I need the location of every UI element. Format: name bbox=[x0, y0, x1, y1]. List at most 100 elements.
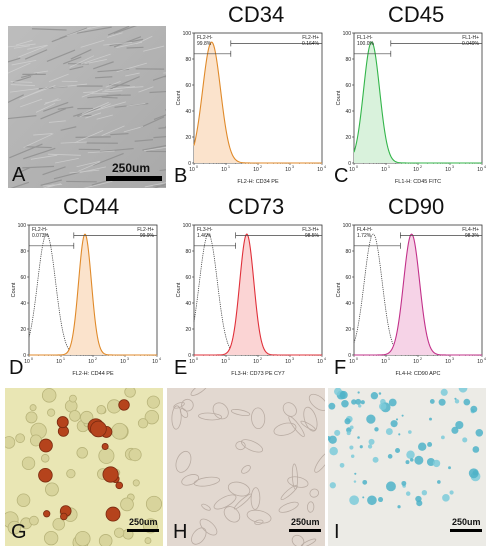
y-tick-label: 60 bbox=[185, 275, 191, 281]
y-axis-label: Count bbox=[11, 282, 17, 297]
x-tick-exponent: 2 bbox=[420, 165, 422, 169]
panel-letter-a: A bbox=[12, 164, 26, 186]
histogram-fill bbox=[194, 234, 322, 355]
y-tick-label: 60 bbox=[20, 275, 26, 281]
x-axis-label: FL4-H: CD90 APC bbox=[396, 371, 441, 377]
y-tick-label: 80 bbox=[20, 249, 26, 255]
x-tick-label: 10 bbox=[285, 167, 291, 173]
x-tick-exponent: 1 bbox=[63, 357, 65, 361]
y-tick-label: 80 bbox=[345, 57, 351, 63]
negative-gate-percent: 1.72% bbox=[357, 233, 372, 239]
x-tick-label: 10 bbox=[317, 167, 323, 173]
panel-letter-i: I bbox=[334, 521, 340, 543]
histogram-panel-b: CD34 B 0 20 40 60 80 100 10 0 10 1 10 2 10 3 10 4 Count FL2… bbox=[170, 0, 328, 192]
x-axis-label: FL2-H: CD44 PE bbox=[72, 371, 114, 377]
x-tick-label: 10 bbox=[253, 359, 259, 365]
positive-gate-percent: 98.3% bbox=[465, 233, 480, 239]
panel-letter-d: D bbox=[9, 357, 24, 379]
negative-gate-percent: 99.8% bbox=[197, 41, 212, 47]
marker-title: CD73 bbox=[228, 194, 285, 219]
x-axis-label: FL1-H: CD45 FITC bbox=[395, 179, 441, 185]
y-tick-label: 20 bbox=[185, 327, 191, 333]
x-tick-label: 10 bbox=[189, 167, 195, 173]
histogram-panel-f: CD90 F 0 20 40 60 80 100 10 0 10 1 10 2 10 3 10 4 Count FL4… bbox=[330, 192, 488, 384]
x-tick-label: 10 bbox=[445, 167, 451, 173]
y-tick-label: 80 bbox=[345, 249, 351, 255]
x-tick-label: 10 bbox=[349, 359, 355, 365]
positive-gate-percent: 99.9% bbox=[140, 233, 155, 239]
panel-letter-b: B bbox=[174, 165, 188, 187]
x-tick-label: 10 bbox=[221, 167, 227, 173]
x-tick-label: 10 bbox=[477, 359, 483, 365]
negative-gate-label: FL2-H- bbox=[197, 35, 213, 41]
scale-label-g: 250um bbox=[129, 517, 158, 527]
x-tick-exponent: 3 bbox=[127, 357, 129, 361]
y-tick-label: 0 bbox=[23, 353, 26, 359]
y-axis-label: Count bbox=[336, 282, 342, 297]
positive-gate-percent: 0.164% bbox=[302, 41, 320, 47]
x-tick-label: 10 bbox=[445, 359, 451, 365]
x-tick-label: 10 bbox=[221, 359, 227, 365]
y-axis-label: Count bbox=[336, 90, 342, 105]
histogram-panel-c: CD45 C 0 20 40 60 80 100 10 0 10 1 10 2 10 3 10 4 Count FL1… bbox=[330, 0, 488, 192]
histogram-curve bbox=[354, 233, 482, 356]
y-axis-label: Count bbox=[176, 282, 182, 297]
x-tick-label: 10 bbox=[88, 359, 94, 365]
histogram-curve bbox=[193, 41, 322, 164]
x-tick-exponent: 0 bbox=[356, 357, 358, 361]
x-tick-exponent: 3 bbox=[292, 165, 294, 169]
x-tick-exponent: 2 bbox=[420, 357, 422, 361]
y-tick-label: 20 bbox=[345, 135, 351, 141]
x-tick-label: 10 bbox=[413, 359, 419, 365]
x-tick-exponent: 2 bbox=[260, 165, 262, 169]
y-tick-label: 0 bbox=[188, 161, 191, 167]
y-tick-label: 0 bbox=[188, 353, 191, 359]
marker-title: CD34 bbox=[228, 2, 285, 27]
y-tick-label: 40 bbox=[345, 301, 351, 307]
y-tick-label: 20 bbox=[185, 135, 191, 141]
negative-gate-label: FL4-H- bbox=[357, 227, 373, 233]
y-tick-label: 80 bbox=[185, 57, 191, 63]
x-tick-exponent: 0 bbox=[31, 357, 33, 361]
x-tick-label: 10 bbox=[120, 359, 126, 365]
x-tick-label: 10 bbox=[349, 167, 355, 173]
x-tick-label: 10 bbox=[413, 167, 419, 173]
panel-i-micrograph: I 250um bbox=[328, 388, 486, 546]
panel-letter-e: E bbox=[174, 357, 188, 379]
y-tick-label: 40 bbox=[185, 301, 191, 307]
scale-bar-a bbox=[106, 176, 162, 181]
y-tick-label: 0 bbox=[348, 161, 351, 167]
negative-gate-label: FL1-H- bbox=[357, 35, 373, 41]
x-tick-exponent: 0 bbox=[196, 165, 198, 169]
x-tick-label: 10 bbox=[152, 359, 158, 365]
y-tick-label: 100 bbox=[183, 31, 192, 37]
panel-g-micrograph: G 250um bbox=[5, 388, 163, 546]
histogram-fill bbox=[354, 42, 482, 163]
micrograph-g-image bbox=[5, 388, 163, 546]
x-tick-exponent: 4 bbox=[159, 357, 161, 361]
x-tick-label: 10 bbox=[381, 167, 387, 173]
x-axis-label: FL2-H: CD34 PE bbox=[237, 179, 279, 185]
negative-gate-percent: 0.073% bbox=[32, 233, 50, 239]
panel-a-micrograph: A 250um bbox=[8, 26, 166, 188]
x-tick-exponent: 1 bbox=[388, 165, 390, 169]
scale-label-i: 250um bbox=[452, 517, 481, 527]
marker-title: CD90 bbox=[388, 194, 445, 219]
x-tick-exponent: 1 bbox=[228, 357, 230, 361]
y-axis-label: Count bbox=[176, 90, 182, 105]
x-tick-exponent: 4 bbox=[484, 357, 486, 361]
y-tick-label: 60 bbox=[345, 83, 351, 89]
y-tick-label: 80 bbox=[185, 249, 191, 255]
positive-gate-label: FL4-H+ bbox=[462, 227, 479, 233]
x-tick-label: 10 bbox=[285, 359, 291, 365]
x-tick-exponent: 3 bbox=[452, 165, 454, 169]
x-tick-exponent: 1 bbox=[228, 165, 230, 169]
x-tick-exponent: 4 bbox=[324, 165, 326, 169]
negative-gate-percent: 100.0% bbox=[357, 41, 375, 47]
histogram-panel-e: CD73 E 0 20 40 60 80 100 10 0 10 1 10 2 10 3 10 4 Count FL3… bbox=[170, 192, 328, 384]
histogram-panel-d: CD44 D 0 20 40 60 80 100 10 0 10 1 10 2 10 3 10 4 Count FL2… bbox=[5, 192, 163, 384]
positive-gate-label: FL2-H+ bbox=[302, 35, 319, 41]
